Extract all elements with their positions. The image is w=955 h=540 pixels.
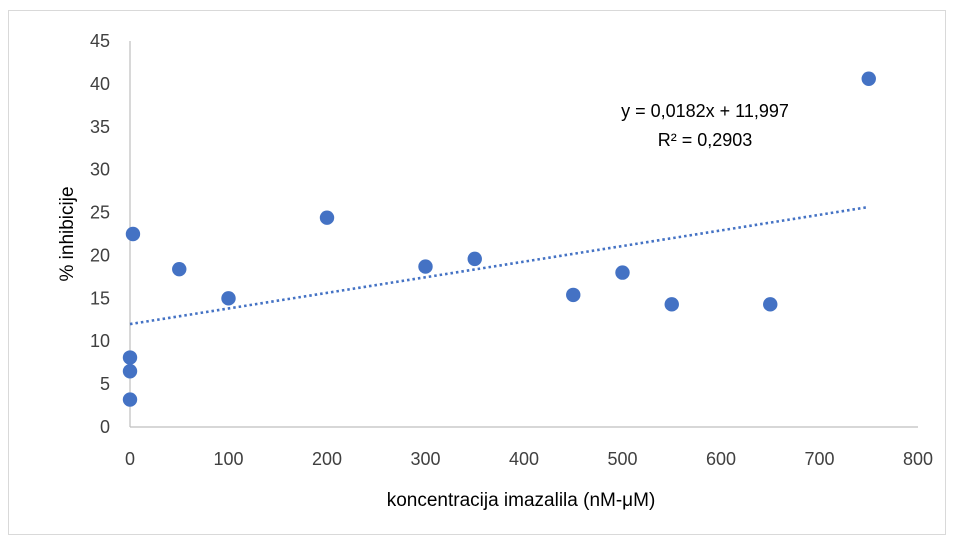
data-point xyxy=(319,210,335,225)
y-tick-label: 0 xyxy=(100,417,110,437)
y-tick-label: 40 xyxy=(90,74,110,94)
x-tick-label: 200 xyxy=(312,449,342,469)
data-points xyxy=(122,71,876,407)
data-point xyxy=(763,297,778,312)
y-tick-label: 45 xyxy=(90,31,110,51)
data-point xyxy=(122,364,138,379)
data-point xyxy=(664,297,679,312)
data-point xyxy=(467,251,482,267)
data-point xyxy=(122,350,138,365)
y-axis-ticks: 0 5 10 15 20 25 30 35 40 45 xyxy=(90,31,110,437)
data-point xyxy=(172,261,187,277)
y-tick-label: 30 xyxy=(90,160,110,180)
data-point xyxy=(221,291,236,306)
data-point xyxy=(418,259,433,274)
x-tick-label: 100 xyxy=(213,449,243,469)
data-point xyxy=(861,71,876,86)
trendline xyxy=(129,205,869,326)
y-tick-label: 20 xyxy=(90,245,110,265)
x-tick-label: 0 xyxy=(125,449,135,469)
x-tick-label: 400 xyxy=(509,449,539,469)
x-axis-ticks: 0 100 200 300 400 500 600 700 800 xyxy=(125,449,933,469)
x-tick-label: 700 xyxy=(804,449,834,469)
y-tick-label: 35 xyxy=(90,117,110,137)
data-point xyxy=(615,265,630,280)
y-tick-label: 10 xyxy=(90,331,110,351)
trendline-r2: R² = 0,2903 xyxy=(658,130,753,150)
data-point xyxy=(566,287,581,303)
data-point xyxy=(122,392,138,407)
y-axis-title: % inhibicije xyxy=(57,186,78,281)
x-tick-label: 300 xyxy=(410,449,440,469)
y-tick-label: 5 xyxy=(100,374,110,394)
x-tick-label: 500 xyxy=(607,449,637,469)
chart-frame xyxy=(8,10,946,535)
y-tick-label: 15 xyxy=(90,288,110,308)
y-tick-label: 25 xyxy=(90,203,110,223)
data-point xyxy=(125,226,141,242)
x-tick-label: 600 xyxy=(706,449,736,469)
x-axis-title: koncentracija imazalila (nM-μM) xyxy=(387,490,656,511)
x-tick-label: 800 xyxy=(903,449,933,469)
trendline-equation: y = 0,0182x + 11,997 xyxy=(621,101,789,121)
